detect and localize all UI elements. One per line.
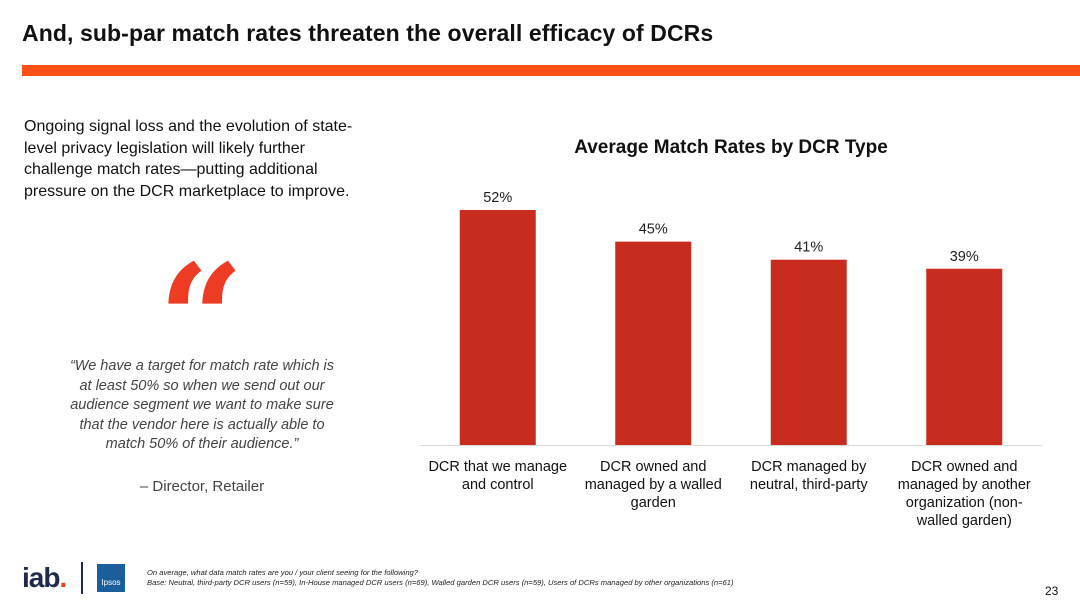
bar-value-label: 41% (794, 240, 823, 256)
category-label: DCR managed by (751, 459, 867, 475)
category-label: DCR owned and (600, 459, 706, 475)
category-label: managed by a walled (585, 477, 722, 493)
iab-logo-dot: . (59, 562, 67, 593)
quote-mark-icon: “ (158, 232, 245, 408)
category-label: walled garden) (916, 513, 1012, 529)
category-label: managed by another (898, 477, 1031, 493)
bar (615, 241, 692, 445)
bar (459, 210, 536, 445)
category-label: organization (non- (906, 495, 1023, 511)
category-label: garden (631, 495, 676, 511)
bar-value-label: 45% (639, 222, 668, 238)
logo-divider (81, 562, 83, 594)
chart-title: Average Match Rates by DCR Type (574, 137, 888, 158)
page-number: 23 (1045, 584, 1059, 598)
bar-value-label: 39% (950, 249, 979, 265)
category-label: DCR owned and (911, 459, 1017, 475)
quote-author: – Director, Retailer (139, 478, 265, 495)
category-label: neutral, third-party (750, 477, 868, 493)
category-label: and control (462, 477, 534, 493)
bar (770, 259, 847, 445)
iab-logo: iab. (22, 562, 67, 594)
ipsos-logo: Ipsos (97, 564, 125, 592)
category-label: DCR that we manage (428, 459, 567, 475)
bar (926, 268, 1003, 445)
page-title: And, sub-par match rates threaten the ov… (22, 20, 714, 46)
title-accent-bar (22, 65, 1080, 76)
intro-text: Ongoing signal loss and the evolution of… (24, 118, 353, 200)
footnote-question: On average, what data match rates are yo… (147, 568, 418, 577)
iab-logo-text: iab (22, 562, 60, 593)
footnote: On average, what data match rates are yo… (147, 568, 734, 588)
bar-value-label: 52% (483, 190, 512, 206)
footnote-base: Base: Neutral, third-party DCR users (n=… (147, 578, 734, 587)
quote-text: “We have a target for match rate which i… (69, 358, 335, 452)
